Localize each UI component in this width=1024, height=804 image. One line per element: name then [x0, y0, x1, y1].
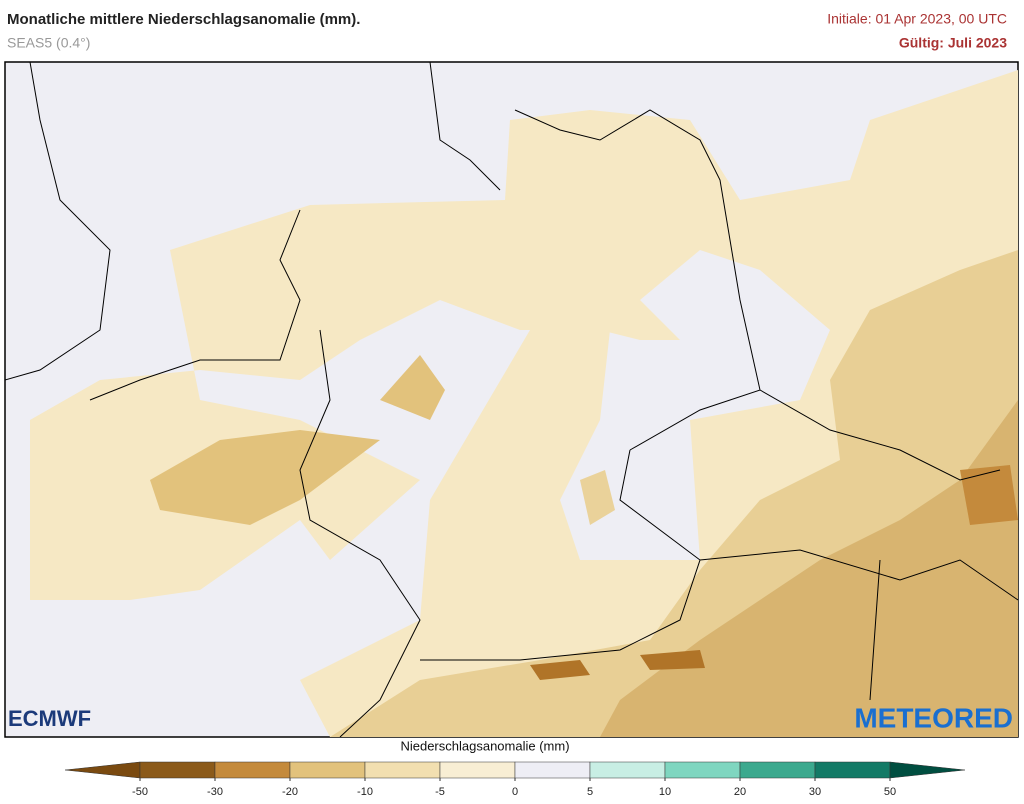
- colorbar-segment: [364, 761, 441, 779]
- colorbar-segment: [739, 761, 816, 779]
- init-time: Initiale: 01 Apr 2023, 00 UTC: [827, 11, 1007, 27]
- colorbar-segment: [139, 761, 216, 779]
- colorbar-tick-label: -30: [207, 786, 223, 798]
- meteored-logo: METEORED: [854, 702, 1013, 733]
- colorbar-tick-label: 10: [659, 786, 671, 798]
- colorbar-segment: [439, 761, 516, 779]
- colorbar-tick-label: -20: [282, 786, 298, 798]
- colorbar-segment: [289, 761, 366, 779]
- colorbar: -50 -30 -20 -10 -5 0 5 10 20 30 50: [64, 761, 966, 798]
- colorbar-tick-label: 5: [587, 786, 593, 798]
- colorbar-segment: [664, 761, 741, 779]
- colorbar-tick-label: -50: [132, 786, 148, 798]
- colorbar-tick-label: 0: [512, 786, 518, 798]
- colorbar-tick-label: 20: [734, 786, 746, 798]
- colorbar-tick-label: 50: [884, 786, 896, 798]
- title: Monatliche mittlere Niederschlagsanomali…: [7, 11, 360, 28]
- colorbar-tick-label: -10: [357, 786, 373, 798]
- colorbar-tick-label: -5: [435, 786, 445, 798]
- colorbar-tick-label: 30: [809, 786, 821, 798]
- ecmwf-logo: ECMWF: [8, 706, 91, 731]
- map: ECMWF METEORED: [4, 61, 1019, 738]
- valid-time: Gültig: Juli 2023: [899, 35, 1007, 51]
- colorbar-segment: [214, 761, 291, 779]
- colorbar-segment: [589, 761, 666, 779]
- colorbar-label: Niederschlagsanomalie (mm): [400, 738, 569, 753]
- colorbar-under: [64, 761, 141, 779]
- colorbar-over: [889, 761, 966, 779]
- colorbar-segment: [514, 761, 591, 779]
- colorbar-segment: [814, 761, 891, 779]
- subtitle: SEAS5 (0.4°): [7, 35, 90, 51]
